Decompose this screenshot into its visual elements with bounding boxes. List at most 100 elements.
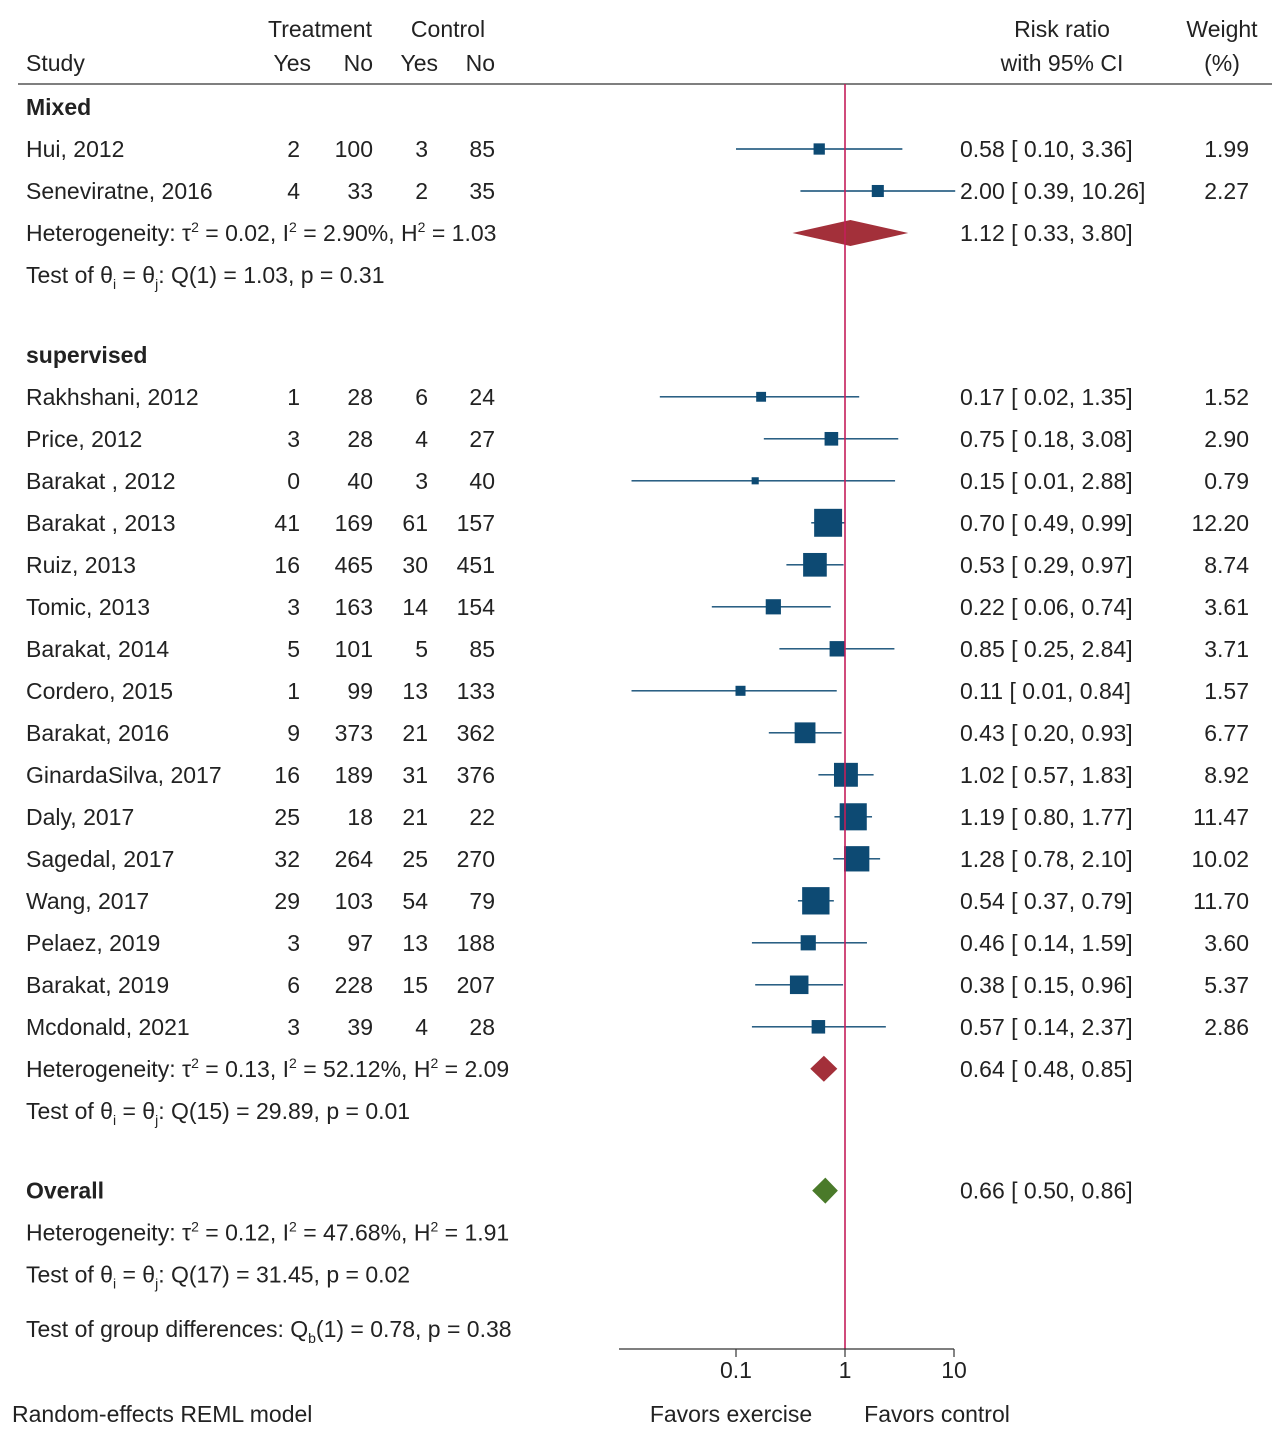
het-h-val: = 2.09: [438, 1056, 509, 1082]
overall-test-line: Test of θi = θj: Q(17) = 31.45, p = 0.02: [26, 1262, 410, 1292]
weight-value: 10.02: [1191, 846, 1249, 872]
treatment-no-value: 28: [347, 426, 373, 452]
weight-value: 8.92: [1204, 762, 1249, 788]
test-sub-i: i: [113, 1276, 116, 1292]
control-no-value: 188: [457, 930, 495, 956]
control-yes-value: 4: [415, 1014, 428, 1040]
ci-text: 0.17 [ 0.02, 1.35]: [960, 384, 1133, 410]
header-control-no: No: [466, 50, 495, 76]
het-tau-sup: 2: [191, 219, 199, 235]
treatment-no-value: 103: [335, 888, 373, 914]
overall-ci-text: 0.66 [ 0.50, 0.86]: [960, 1178, 1133, 1204]
treatment-yes-value: 6: [287, 972, 300, 998]
test-sub-i: i: [113, 1112, 116, 1128]
control-yes-value: 14: [402, 594, 428, 620]
model-note: Random-effects REML model: [12, 1401, 312, 1427]
study-marker: [829, 641, 846, 657]
treatment-yes-value: 1: [287, 384, 300, 410]
pooled-ci-text: 0.64 [ 0.48, 0.85]: [960, 1056, 1133, 1082]
header-treatment: Treatment: [268, 16, 373, 42]
treatment-yes-value: 3: [287, 1014, 300, 1040]
het-tau-val: = 0.13, I: [199, 1056, 289, 1082]
weight-value: 6.77: [1204, 720, 1249, 746]
header-treatment-no: No: [344, 50, 373, 76]
heterogeneity-line: Heterogeneity: τ2 = 0.02, I2 = 2.90%, H2…: [26, 219, 496, 246]
test-rest: : Q(15) = 29.89, p = 0.01: [158, 1098, 410, 1124]
ci-text: 0.15 [ 0.01, 2.88]: [960, 468, 1133, 494]
heterogeneity-test-line: Test of θi = θj: Q(1) = 1.03, p = 0.31: [26, 262, 385, 292]
study-label: GinardaSilva, 2017: [26, 762, 222, 788]
control-yes-value: 3: [415, 136, 428, 162]
treatment-yes-value: 3: [287, 426, 300, 452]
ci-text: 2.00 [ 0.39, 10.26]: [960, 178, 1145, 204]
het-tau-sup: 2: [191, 1055, 199, 1071]
control-no-value: 154: [457, 594, 496, 620]
control-no-value: 24: [469, 384, 495, 410]
ci-text: 1.02 [ 0.57, 1.83]: [960, 762, 1133, 788]
het-i-sup: 2: [289, 219, 297, 235]
ci-text: 1.19 [ 0.80, 1.77]: [960, 804, 1133, 830]
het-h-sup: 2: [430, 1219, 438, 1235]
control-yes-value: 61: [402, 510, 428, 536]
study-label: Ruiz, 2013: [26, 552, 136, 578]
control-yes-value: 5: [415, 636, 428, 662]
test-mid: = θ: [116, 1098, 155, 1124]
control-no-value: 79: [469, 888, 495, 914]
het-prefix: Heterogeneity: τ: [26, 220, 191, 246]
control-no-value: 85: [469, 136, 495, 162]
study-label: Seneviratne, 2016: [26, 178, 213, 204]
study-marker: [756, 391, 767, 402]
study-label: Tomic, 2013: [26, 594, 150, 620]
treatment-yes-value: 4: [287, 178, 300, 204]
group-diff-sub: b: [308, 1330, 316, 1346]
treatment-yes-value: 25: [274, 804, 300, 830]
test-sub-j: j: [154, 1112, 158, 1128]
study-label: Barakat, 2014: [26, 636, 169, 662]
weight-value: 1.52: [1204, 384, 1249, 410]
weight-value: 5.37: [1204, 972, 1249, 998]
study-marker: [814, 508, 843, 537]
control-yes-value: 15: [402, 972, 428, 998]
group-title: Mixed: [26, 94, 91, 120]
control-yes-value: 31: [402, 762, 428, 788]
study-marker: [765, 599, 781, 615]
control-yes-value: 21: [402, 804, 428, 830]
study-marker: [824, 431, 839, 446]
control-no-value: 40: [469, 468, 495, 494]
ci-text: 0.75 [ 0.18, 3.08]: [960, 426, 1133, 452]
test-sub-i: i: [113, 276, 116, 292]
control-no-value: 27: [469, 426, 495, 452]
study-marker: [871, 184, 884, 198]
control-no-value: 376: [457, 762, 495, 788]
weight-value: 3.60: [1204, 930, 1249, 956]
test-mid: = θ: [116, 1262, 155, 1288]
het-h-sup: 2: [418, 219, 426, 235]
header-control-yes: Yes: [400, 50, 438, 76]
control-no-value: 28: [469, 1014, 495, 1040]
ci-text: 0.58 [ 0.10, 3.36]: [960, 136, 1133, 162]
study-label: Barakat , 2012: [26, 468, 176, 494]
treatment-yes-value: 3: [287, 930, 300, 956]
treatment-no-value: 100: [335, 136, 373, 162]
control-yes-value: 30: [402, 552, 428, 578]
study-label: Pelaez, 2019: [26, 930, 160, 956]
weight-value: 3.71: [1204, 636, 1249, 662]
treatment-yes-value: 16: [274, 762, 300, 788]
treatment-yes-value: 29: [274, 888, 300, 914]
study-marker: [813, 143, 825, 155]
treatment-no-value: 163: [335, 594, 373, 620]
treatment-yes-value: 9: [287, 720, 300, 746]
treatment-yes-value: 1: [287, 678, 300, 704]
study-marker: [789, 975, 809, 995]
treatment-yes-value: 3: [287, 594, 300, 620]
treatment-yes-value: 41: [274, 510, 300, 536]
het-h-val: = 1.03: [425, 220, 496, 246]
het-tau-sup: 2: [191, 1219, 199, 1235]
treatment-no-value: 373: [335, 720, 373, 746]
het-h-val: = 1.91: [438, 1220, 509, 1246]
header-control: Control: [411, 16, 485, 42]
treatment-no-value: 264: [335, 846, 374, 872]
study-label: Price, 2012: [26, 426, 142, 452]
study-marker: [802, 887, 830, 915]
overall-title: Overall: [26, 1178, 104, 1204]
